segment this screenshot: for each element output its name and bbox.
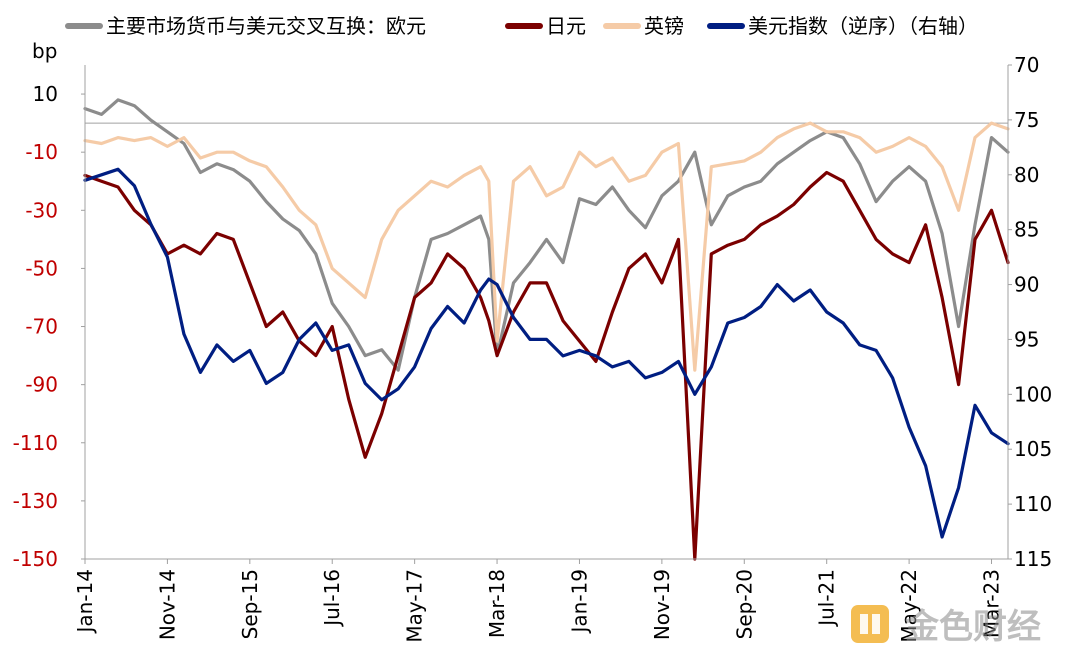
x-tick-label: Mar-23 [980,569,1004,638]
left-tick-label: -90 [25,373,58,397]
x-tick-label: May-22 [897,569,921,643]
right-tick-label: 95 [1014,327,1039,351]
right-tick-label: 100 [1014,382,1052,406]
left-tick-label: -50 [25,256,58,280]
plot-area [83,65,1010,561]
watermark: 金色财经 [851,605,1041,647]
x-tick-label: Mar-18 [485,569,509,638]
series-line-3 [83,167,1010,539]
series-line-1 [83,170,1010,561]
right-tick-label: 110 [1014,492,1052,516]
x-tick-label: May-17 [403,569,427,643]
left-tick-label: -10 [25,140,58,164]
watermark-text: 金色财经 [904,607,1041,647]
right-tick-label: 70 [1014,53,1039,77]
legend: 主要市场货币与美元交叉互换：欧元 日元 英镑 美元指数（逆序）（右轴） [65,14,978,38]
x-tick-label: Nov-19 [650,569,674,640]
x-tick-label: Nov-14 [155,569,179,640]
x-tick-label: Sep-20 [732,569,756,639]
right-tick-label: 75 [1014,108,1039,132]
right-tick-label: 115 [1014,547,1052,571]
jinse-logo-icon [851,605,889,643]
right-tick-label: 105 [1014,437,1052,461]
x-tick-label: Jan-19 [567,569,591,635]
left-tick-label: -30 [25,198,58,222]
x-tick-label: Jan-14 [73,569,97,635]
right-tick-label: 80 [1014,163,1039,187]
left-tick-label: -110 [13,431,58,455]
x-tick-label: Sep-15 [238,569,262,639]
left-tick-label: -150 [13,547,58,571]
legend-label: 日元 [546,14,586,38]
right-axis-ticks: 70 75 80 85 90 95 100 105 110 115 [1008,53,1052,571]
left-tick-label: -70 [25,315,58,339]
x-axis-ticks: Jan-14 Nov-14 Sep-15 Jul-16 May-17 Mar-18 Jan-… [73,559,1004,643]
right-tick-label: 90 [1014,273,1039,297]
x-tick-label: Jul-16 [320,569,344,628]
left-axis-label: bp [32,39,57,63]
left-axis-ticks: 10 -10 -30 -50 -70 -90 -110 -130 -150 [13,82,85,571]
legend-label: 主要市场货币与美元交叉互换：欧元 [106,14,426,38]
series-line-2 [83,121,1010,372]
right-tick-label: 85 [1014,218,1039,242]
left-tick-label: 10 [33,82,58,106]
legend-label: 美元指数（逆序）（右轴） [748,14,978,38]
legend-label: 英镑 [644,14,684,38]
left-tick-label: -130 [13,489,58,513]
series-line-0 [83,98,1010,372]
x-tick-label: Jul-21 [815,569,839,628]
series-group [83,98,1010,561]
